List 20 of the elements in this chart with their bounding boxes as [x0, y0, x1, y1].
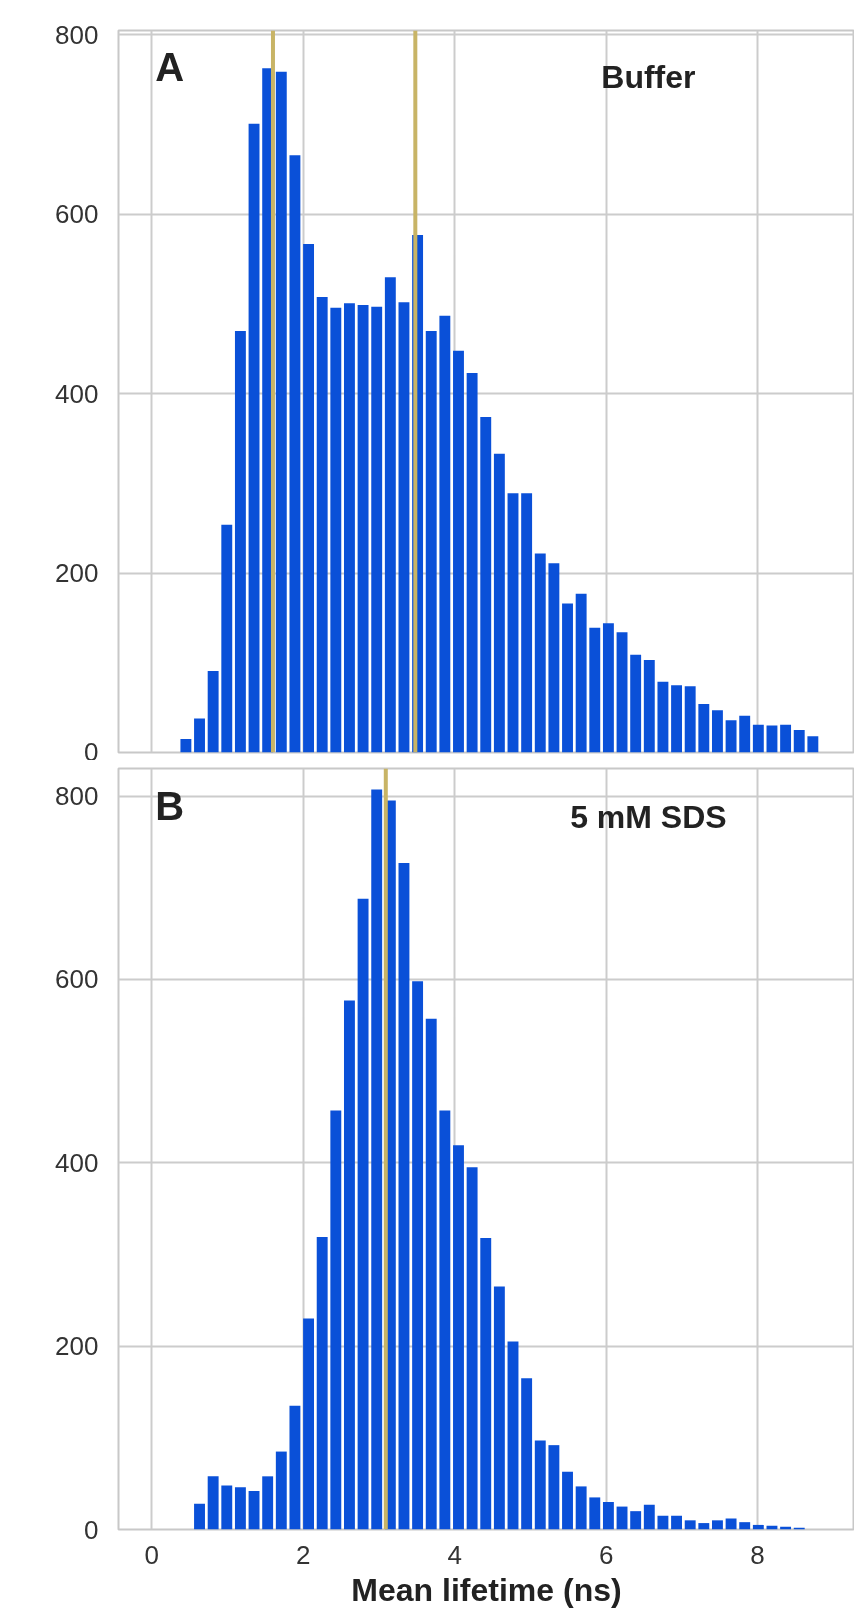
annotation: 5 mM SDS — [570, 798, 727, 835]
y-tick-label: 0 — [84, 1514, 99, 1545]
annotation: B — [155, 783, 185, 828]
x-tick-label: 0 — [144, 1539, 160, 1570]
y-tick-label: 600 — [55, 199, 99, 230]
y-tick-label: 800 — [55, 19, 99, 50]
x-tick-label: 4 — [447, 1539, 462, 1570]
x-tick-label: 8 — [750, 1539, 765, 1570]
annotation: A — [155, 44, 185, 89]
y-tick-label: 200 — [55, 558, 99, 589]
y-tick-label: 800 — [55, 781, 99, 812]
annotation: Buffer — [601, 59, 696, 96]
y-tick-label: 400 — [55, 378, 99, 409]
y-tick-label: 0 — [84, 736, 99, 767]
y-tick-label: 200 — [55, 1331, 99, 1362]
x-axis-title: Mean lifetime (ns) — [351, 1571, 622, 1608]
x-tick-label: 2 — [296, 1539, 311, 1570]
x-tick-label: 6 — [598, 1539, 614, 1570]
y-tick-label: 400 — [55, 1147, 99, 1178]
y-tick-label: 600 — [55, 964, 99, 995]
